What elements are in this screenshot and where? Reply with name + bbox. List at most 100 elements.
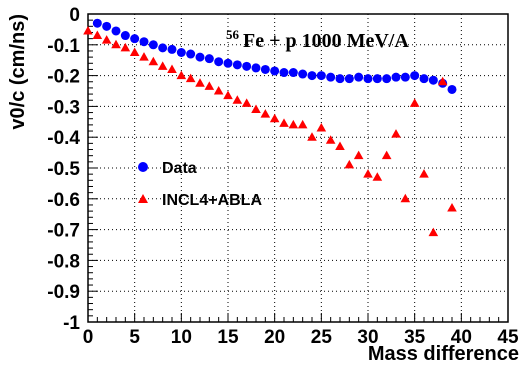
legend-marker-model bbox=[138, 194, 148, 203]
model-point bbox=[447, 203, 457, 212]
legend: Data INCL4+ABLA bbox=[138, 160, 262, 209]
data-markers bbox=[83, 18, 457, 237]
model-point bbox=[391, 129, 401, 138]
model-point bbox=[344, 159, 355, 169]
data-point bbox=[176, 48, 186, 57]
y-tick-labels: 0 -0.1 -0.2 -0.3 -0.4 -0.5 -0.6 -0.7 -0.8 -0.9 -1 bbox=[47, 5, 80, 334]
data-point bbox=[288, 68, 298, 78]
y-tick-label: -0.2 bbox=[47, 67, 80, 88]
model-point bbox=[204, 81, 215, 90]
model-point bbox=[92, 30, 103, 40]
model-point bbox=[419, 169, 429, 178]
data-point bbox=[419, 74, 429, 84]
model-point bbox=[139, 52, 149, 61]
legend-marker-data bbox=[138, 162, 148, 172]
model-point bbox=[176, 70, 187, 80]
data-point bbox=[354, 72, 364, 82]
x-tick-label: 40 bbox=[451, 327, 472, 348]
data-point bbox=[102, 21, 112, 31]
model-point bbox=[148, 56, 159, 66]
y-tick-label: -0.4 bbox=[47, 128, 80, 149]
data-point bbox=[167, 44, 177, 54]
data-point bbox=[400, 72, 410, 82]
x-tick-labels: 0 5 10 15 20 25 30 35 40 45 bbox=[83, 327, 519, 348]
y-tick-label: 0 bbox=[69, 5, 80, 26]
x-tick-label: 45 bbox=[497, 327, 519, 348]
model-point bbox=[111, 39, 121, 49]
data-point bbox=[316, 71, 326, 81]
data-point bbox=[242, 61, 252, 71]
model-point bbox=[437, 76, 448, 86]
y-tick-label: -0.6 bbox=[47, 190, 80, 211]
data-point bbox=[382, 74, 392, 84]
title-superscript: 56 bbox=[226, 27, 240, 42]
y-tick-label: -0.5 bbox=[47, 159, 80, 180]
plot-background bbox=[88, 14, 508, 322]
y-tick-label: -0.7 bbox=[47, 221, 80, 242]
data-point bbox=[195, 52, 205, 62]
data-point bbox=[186, 49, 196, 59]
data-point bbox=[410, 71, 420, 81]
y-tick-label: -1 bbox=[63, 313, 80, 334]
grid-lines bbox=[88, 14, 508, 322]
data-point bbox=[326, 72, 336, 82]
model-point bbox=[279, 118, 289, 127]
model-point bbox=[83, 25, 93, 35]
y-axis-title: v0/c (cm/ns) bbox=[7, 14, 29, 130]
model-point bbox=[195, 78, 205, 87]
data-point bbox=[251, 63, 261, 73]
data-point bbox=[139, 37, 149, 47]
model-point bbox=[307, 132, 317, 141]
data-point bbox=[223, 58, 233, 68]
data-point bbox=[335, 74, 345, 84]
data-point bbox=[130, 34, 140, 44]
x-tick-label: 15 bbox=[217, 327, 239, 348]
data-point bbox=[260, 64, 270, 74]
data-point bbox=[447, 84, 457, 94]
model-point bbox=[129, 47, 140, 56]
model-point bbox=[363, 169, 373, 178]
legend-label-model: INCL4+ABLA bbox=[162, 192, 262, 209]
x-tick-label: 10 bbox=[171, 327, 192, 348]
data-point bbox=[204, 54, 214, 64]
model-point bbox=[288, 119, 299, 129]
x-axis-title: Mass difference bbox=[368, 343, 519, 365]
model-point bbox=[409, 98, 420, 107]
plot-frame bbox=[87, 13, 509, 323]
y-tick-label: -0.3 bbox=[47, 97, 80, 118]
data-point bbox=[232, 60, 242, 70]
model-point bbox=[400, 193, 411, 203]
legend-label-data: Data bbox=[162, 160, 197, 177]
title-main: Fe + p 1000 MeV/A bbox=[243, 30, 409, 52]
model-point bbox=[316, 122, 327, 132]
model-point bbox=[101, 35, 112, 44]
model-point bbox=[167, 64, 177, 73]
model-point bbox=[260, 109, 271, 118]
x-tick-label: 20 bbox=[264, 327, 285, 348]
model-point bbox=[381, 150, 392, 160]
model-point bbox=[213, 86, 224, 95]
model-point bbox=[157, 61, 168, 70]
x-tick-label: 5 bbox=[129, 327, 140, 348]
data-point bbox=[92, 18, 102, 28]
x-tick-label: 35 bbox=[404, 327, 426, 348]
data-point bbox=[111, 26, 121, 36]
data-point bbox=[279, 68, 289, 78]
model-point bbox=[251, 104, 261, 113]
data-point bbox=[372, 74, 382, 84]
data-point bbox=[148, 40, 158, 50]
model-point bbox=[241, 98, 252, 107]
x-tick-label: 30 bbox=[357, 327, 378, 348]
data-point bbox=[298, 69, 308, 79]
axis-ticks bbox=[87, 13, 509, 323]
data-point bbox=[270, 66, 280, 76]
model-point bbox=[428, 227, 439, 237]
model-point bbox=[223, 90, 233, 100]
model-point bbox=[372, 172, 383, 181]
data-point bbox=[428, 75, 438, 85]
chart-title: 56 Fe + p 1000 MeV/A bbox=[226, 26, 409, 52]
x-tick-label: 25 bbox=[311, 327, 333, 348]
data-point bbox=[158, 43, 168, 53]
model-point bbox=[297, 119, 308, 129]
